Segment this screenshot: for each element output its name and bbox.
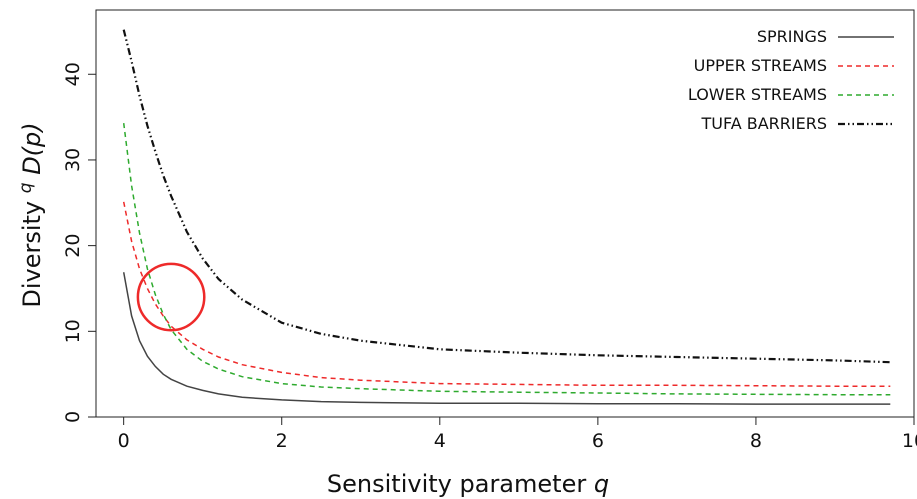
y-tick-label: 30 (62, 148, 84, 172)
legend-label: SPRINGS (757, 27, 827, 46)
plot-frame (95, 9, 915, 418)
legend-label: TUFA BARRIERS (700, 114, 827, 133)
y-tick-label: 40 (62, 62, 84, 86)
x-axis-title: Sensitivity parameter q (327, 470, 609, 498)
legend-label: UPPER STREAMS (694, 56, 827, 75)
series-line-springs (122, 272, 891, 405)
series-line-tufa-barriers (122, 29, 891, 364)
x-tick-label: 4 (434, 430, 446, 452)
y-tick-label: 0 (62, 411, 84, 423)
series-line-lower-streams (122, 123, 891, 396)
x-tick-label: 10 (902, 430, 917, 452)
x-tick-label: 8 (750, 430, 762, 452)
legend: SPRINGS UPPER STREAMS LOWER STREAMS TUFA BA… (688, 27, 894, 133)
x-tick-label: 0 (118, 430, 130, 452)
highlight-circle (136, 262, 206, 332)
legend-label: LOWER STREAMS (688, 85, 827, 104)
x-tick-label: 6 (592, 430, 604, 452)
y-tick-label: 10 (62, 319, 84, 343)
y-axis-title: Diversity q D(p) (9, 122, 46, 307)
x-tick-label: 2 (276, 430, 288, 452)
series-line-upper-streams (122, 201, 891, 387)
annotation-layer (136, 262, 206, 332)
series-lines (122, 29, 891, 405)
axis-ticks: 0 2 4 6 8 10 0 10 20 30 40 (62, 62, 917, 452)
y-tick-label: 20 (62, 234, 84, 258)
